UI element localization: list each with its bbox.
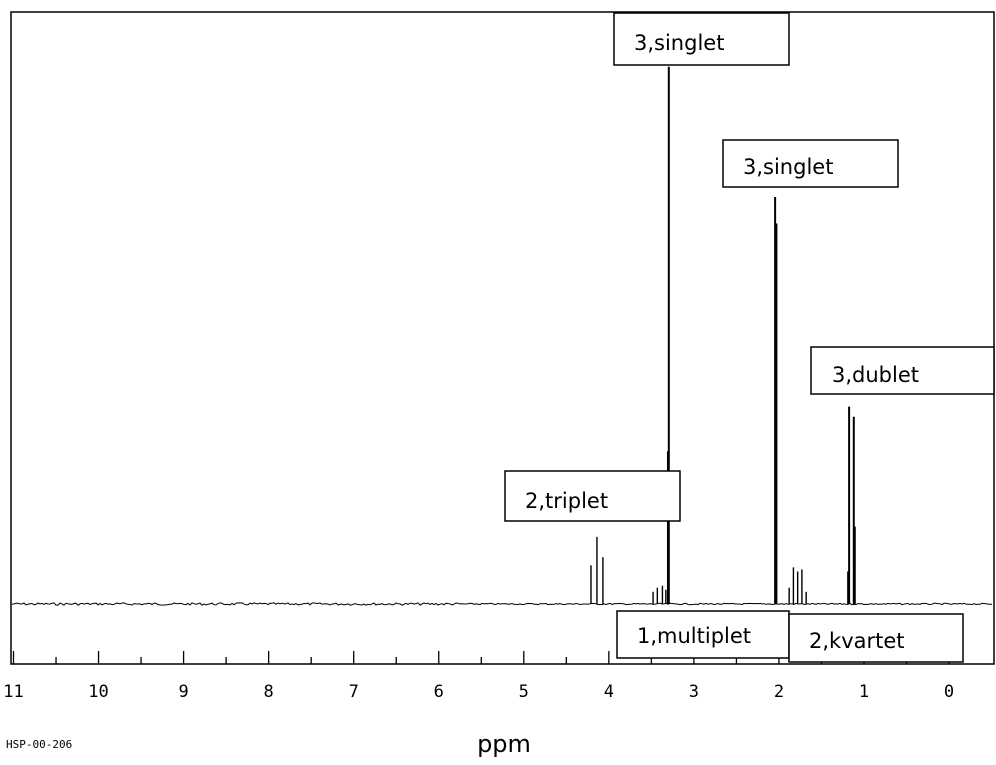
- annotation-triplet: 2,triplet: [504, 470, 681, 522]
- spectrum-baseline: [11, 602, 993, 606]
- tick-label: 0: [944, 682, 954, 702]
- tick-label: 7: [349, 682, 359, 702]
- svg-text:3,singlet: 3,singlet: [743, 155, 833, 179]
- spectrum-code-label: HSP-00-206: [6, 738, 72, 751]
- svg-text:3,dublet: 3,dublet: [832, 363, 919, 387]
- svg-text:2,kvartet: 2,kvartet: [809, 629, 905, 653]
- annotation-kvartet: 2,kvartet: [788, 613, 964, 663]
- plot-frame: [10, 11, 995, 665]
- annotation-singlet-2-0ppm: 3,singlet: [722, 139, 899, 188]
- annotation-singlet-3-3ppm: 3,singlet: [613, 12, 790, 66]
- tick-label: 4: [604, 682, 614, 702]
- x-axis-tick-labels: 11 10 9 8 7 6 5 4 3 2 1 0: [3, 682, 954, 702]
- tick-label: 8: [264, 682, 274, 702]
- spectrum-peaks: [590, 66, 856, 604]
- annotation-dublet: 3,dublet: [810, 346, 995, 395]
- tick-label: 6: [434, 682, 444, 702]
- tick-label: 2: [774, 682, 784, 702]
- tick-label: 11: [3, 682, 23, 702]
- axis-title-ppm: ppm: [477, 730, 531, 758]
- tick-label: 10: [88, 682, 108, 702]
- tick-label: 3: [689, 682, 699, 702]
- svg-text:2,triplet: 2,triplet: [525, 489, 608, 513]
- annotation-multiplet: 1,multiplet: [616, 610, 790, 659]
- svg-text:1,multiplet: 1,multiplet: [637, 624, 751, 648]
- tick-label: 9: [178, 682, 188, 702]
- tick-label: 5: [519, 682, 529, 702]
- svg-text:3,singlet: 3,singlet: [634, 31, 724, 55]
- tick-label: 1: [859, 682, 869, 702]
